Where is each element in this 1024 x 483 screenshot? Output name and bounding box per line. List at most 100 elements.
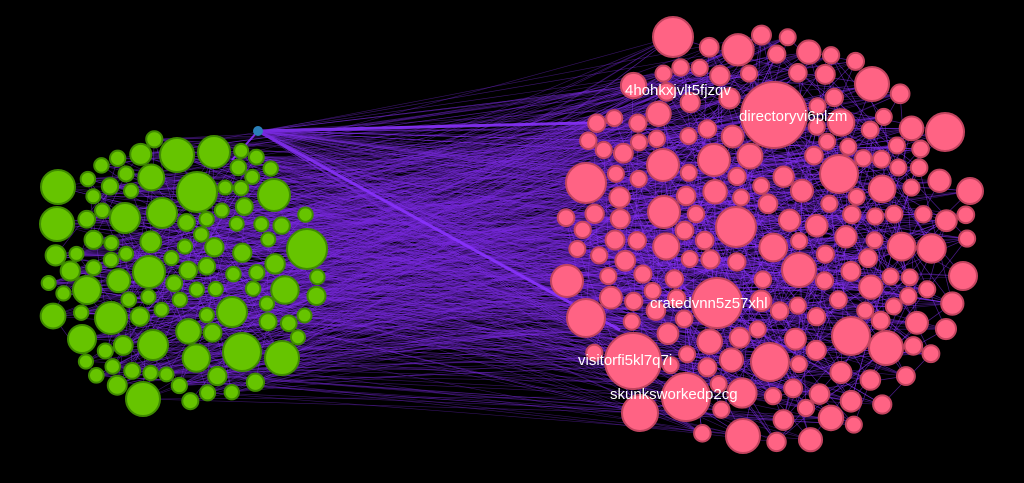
pink-node [767, 44, 787, 64]
edge [257, 122, 597, 132]
pink-node [895, 366, 916, 387]
pink-node [750, 342, 790, 382]
pink-node [550, 264, 584, 298]
green-node [245, 372, 265, 392]
edge [166, 203, 769, 375]
edge [741, 347, 887, 394]
pink-node [797, 427, 824, 453]
green-node [106, 268, 132, 294]
edge [674, 236, 847, 280]
green-node [59, 260, 81, 282]
green-node [247, 148, 265, 166]
pink-node [690, 58, 709, 77]
pink-node [740, 81, 808, 149]
pink-node [696, 328, 723, 355]
green-node [153, 301, 170, 318]
edge [268, 239, 825, 282]
green-node [117, 165, 135, 183]
green-node [264, 253, 286, 275]
edge [256, 67, 700, 273]
edge [304, 315, 852, 402]
edge [217, 226, 737, 377]
green-node [140, 288, 157, 305]
pink-node [783, 378, 804, 399]
green-node [258, 312, 278, 332]
pink-node [889, 158, 908, 177]
green-node [137, 163, 166, 192]
pink-node [599, 267, 618, 286]
green-node [145, 130, 164, 149]
pink-node [940, 291, 965, 316]
edge [741, 185, 762, 394]
pink-node [667, 288, 687, 309]
pink-node [661, 356, 680, 375]
pink-node [804, 145, 824, 166]
edge [188, 270, 641, 414]
edge [881, 159, 932, 249]
pink-node [898, 115, 925, 142]
pink-node [871, 149, 891, 169]
edge [102, 210, 634, 362]
pink-node [748, 320, 767, 339]
pink-node [840, 260, 862, 282]
pink-node [697, 143, 731, 177]
pink-node [889, 83, 911, 105]
nodes-layer [39, 16, 984, 454]
green-node [103, 234, 120, 252]
pink-node [839, 389, 863, 413]
pink-node [679, 91, 701, 114]
green-node [139, 230, 163, 254]
edge [126, 67, 700, 255]
edge [123, 34, 762, 346]
pink-node [804, 213, 829, 238]
pink-node [886, 231, 917, 262]
edge [93, 173, 127, 240]
edge [244, 206, 794, 389]
edge [257, 130, 912, 188]
pink-node [817, 404, 845, 432]
pink-node [584, 203, 605, 224]
green-node [233, 142, 250, 159]
pink-node [568, 239, 587, 258]
edge [257, 126, 817, 132]
edge [196, 75, 721, 290]
pink-node [805, 339, 827, 362]
node-label: directoryvi6plzm [739, 108, 847, 125]
pink-node [725, 418, 761, 454]
labels-layer: 4hohkxjvlt5fjzqv directoryvi6plzm crated… [578, 82, 847, 403]
green-node [40, 169, 76, 205]
pink-node [934, 318, 958, 341]
pink-node [691, 277, 743, 329]
pink-node [884, 204, 904, 224]
edge [257, 130, 790, 221]
edge [125, 173, 318, 278]
pink-node [914, 205, 933, 224]
pink-node [718, 347, 745, 373]
edge [238, 167, 881, 322]
pink-node [718, 87, 741, 110]
edge [214, 182, 587, 248]
pink-node [763, 386, 783, 406]
node-label: cratedvnn5z57xhl [650, 295, 768, 312]
pink-node [678, 345, 697, 364]
edge [213, 151, 611, 299]
edge [288, 322, 794, 389]
edge [255, 381, 744, 437]
pink-node [622, 312, 641, 331]
edge [244, 206, 794, 389]
edge [281, 172, 689, 226]
pink-node [698, 36, 720, 58]
pink-node [772, 165, 795, 188]
pink-node [796, 398, 816, 418]
edge [148, 178, 639, 273]
edge [268, 321, 744, 437]
pink-node [594, 140, 613, 160]
pink-node [829, 360, 853, 385]
pink-node [902, 178, 921, 197]
green-node [39, 206, 75, 242]
edge [179, 230, 685, 301]
pink-node [566, 298, 606, 338]
edge [757, 289, 928, 330]
edge [776, 347, 887, 443]
